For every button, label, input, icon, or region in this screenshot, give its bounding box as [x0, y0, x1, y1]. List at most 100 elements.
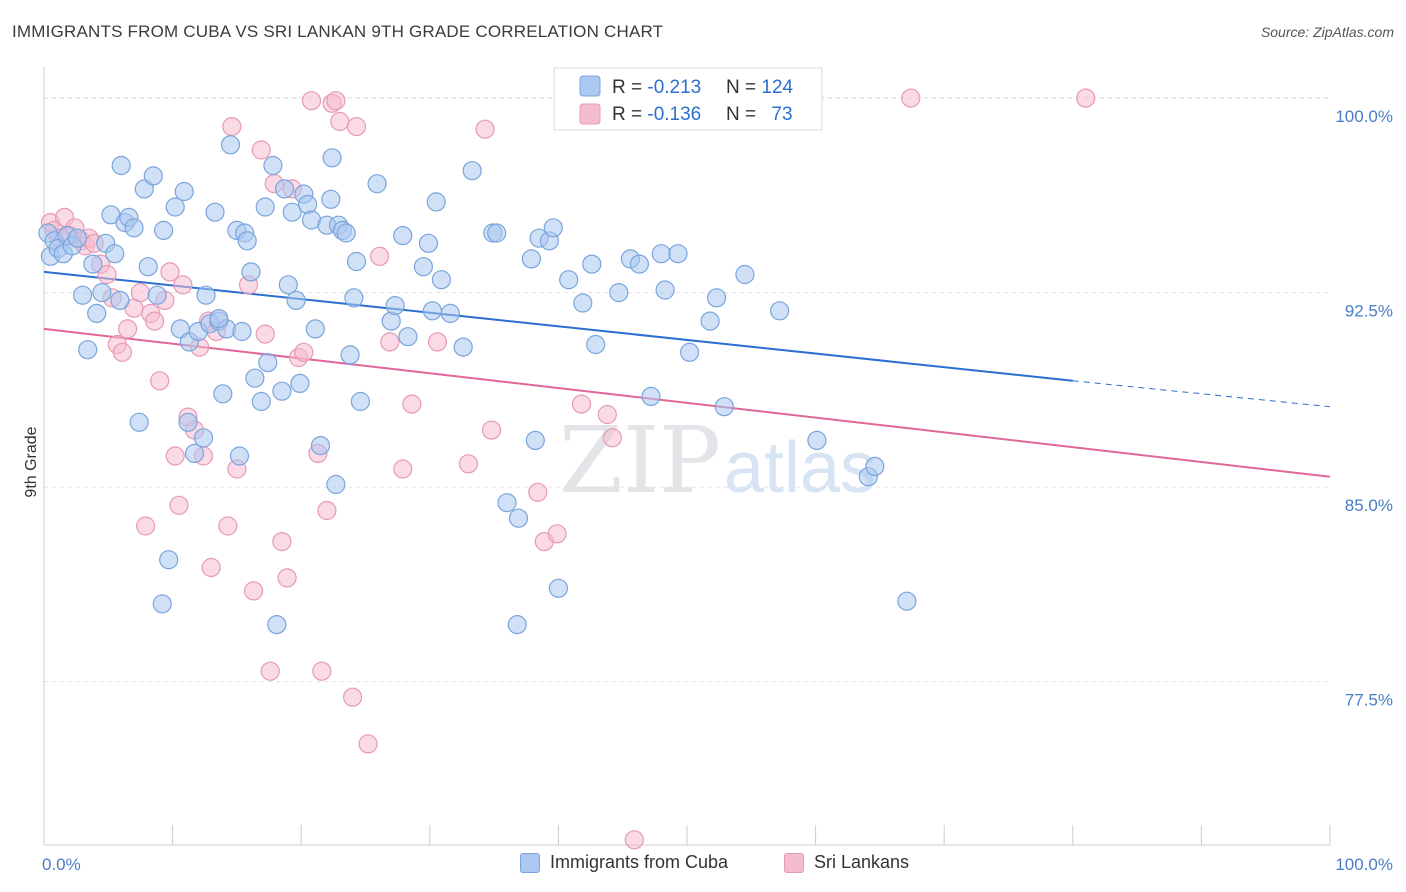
srilankan-point-41	[260, 661, 280, 681]
cuba-point-72	[350, 391, 370, 412]
srilankan-point-70	[597, 404, 617, 425]
cuba-trend-line	[43, 270, 1073, 382]
srilankan-point-62	[427, 332, 448, 352]
cuba-point-30	[174, 181, 194, 202]
srilankan-trend-line	[43, 327, 1331, 478]
cuba-point-94	[543, 218, 563, 238]
cuba-point-95	[548, 578, 569, 598]
cuba-point-10	[83, 254, 103, 274]
cuba-point-48	[251, 391, 271, 412]
srilankan-point-55	[343, 687, 363, 707]
srilankan-point-63	[458, 454, 478, 474]
srilankan-point-68	[547, 524, 567, 544]
cuba-point-8	[72, 285, 93, 305]
cuba-point-120	[178, 412, 198, 432]
srilankan-point-60	[393, 459, 413, 479]
srilankan-point-47	[294, 342, 314, 362]
srilankan-point-40	[255, 324, 275, 344]
cuba-point-106	[668, 244, 688, 264]
srilankan-point-11	[97, 264, 117, 285]
bottom-legend-swatch-srilankans	[784, 852, 804, 873]
cuba-point-22	[138, 257, 158, 277]
legend-pink-r-value: -0.136	[647, 104, 701, 125]
legend-blue-r-value: -0.213	[647, 77, 701, 98]
srilankan-point-35	[222, 116, 242, 137]
cuba-point-71	[344, 288, 364, 308]
cuba-point-25	[152, 594, 172, 614]
trend-lines	[43, 270, 1331, 478]
legend-pink-n-value: 73	[771, 104, 792, 125]
cuba-point-117	[209, 309, 229, 329]
cuba-point-80	[422, 301, 442, 321]
cuba-trend-extension	[1072, 380, 1331, 408]
y-tick-label-0: 100.0%	[1335, 107, 1393, 126]
cuba-point-11	[87, 303, 107, 323]
cuba-point-55	[278, 275, 298, 295]
svg-text:R = -0.136: R = -0.136	[612, 104, 701, 125]
cuba-point-115	[865, 456, 885, 476]
cuba-point-104	[651, 244, 671, 264]
cuba-point-39	[213, 384, 233, 404]
srilankan-point-66	[528, 482, 548, 502]
cuba-point-21	[134, 179, 154, 199]
cuba-point-16	[111, 155, 131, 176]
cuba-point-73	[367, 174, 387, 194]
watermark-zip: ZIP	[559, 407, 721, 514]
cuba-point-113	[807, 430, 827, 450]
watermark-atlas: atlas	[724, 428, 876, 508]
srilankan-point-51	[317, 500, 337, 521]
cuba-point-118	[346, 251, 367, 272]
cuba-point-9	[78, 340, 98, 360]
srilankan-point-21	[150, 371, 170, 391]
cuba-point-84	[453, 337, 473, 357]
srilankan-point-34	[218, 516, 238, 536]
cuba-point-105	[655, 280, 675, 300]
srilankan-point-64	[475, 119, 495, 139]
cuba-point-112	[769, 301, 790, 321]
bottom-legend-swatch-cuba	[520, 852, 540, 873]
cuba-point-20	[129, 412, 149, 432]
srilankan-point-53	[326, 91, 346, 111]
cuba-point-47	[245, 368, 265, 388]
srilankan-point-26	[173, 275, 193, 295]
cuba-point-15	[105, 244, 125, 264]
cuba-point-102	[629, 254, 650, 274]
srilankan-point-72	[624, 830, 644, 850]
cuba-point-56	[282, 202, 302, 222]
source-label: Source: ZipAtlas.com	[1260, 24, 1394, 40]
cuba-point-90	[508, 508, 529, 528]
cuba-point-78	[413, 257, 433, 277]
srilankan-point-69	[571, 394, 592, 414]
axes	[43, 67, 1331, 846]
cuba-point-54	[274, 179, 295, 199]
cuba-point-79	[418, 233, 439, 253]
srilankan-point-50	[312, 661, 332, 681]
legend-pink-n-label: N =	[726, 104, 761, 125]
srilankan-point-38	[244, 581, 264, 601]
y-tick-label-1: 92.5%	[1345, 302, 1393, 321]
cuba-point-34	[193, 428, 214, 448]
cuba-point-110	[714, 397, 734, 417]
chart-title: IMMIGRANTS FROM CUBA VS SRI LANKAN 9TH G…	[12, 22, 664, 41]
y-tick-label-2: 85.0%	[1345, 496, 1393, 515]
cuba-point-116	[897, 591, 917, 611]
cuba-point-12	[92, 283, 112, 303]
data-points	[38, 88, 1096, 850]
cuba-point-75	[385, 296, 405, 316]
srilankan-point-24	[165, 446, 185, 466]
cuba-point-62	[305, 319, 325, 339]
cuba-point-65	[321, 189, 341, 209]
cuba-point-107	[679, 342, 700, 362]
cuba-point-103	[641, 386, 661, 406]
cuba-point-41	[220, 135, 241, 155]
top-legend: R = -0.213 N = 124 R = -0.136 N = 73	[553, 67, 823, 131]
bottom-legend: Immigrants from Cuba Sri Lankans	[0, 852, 1406, 878]
cuba-point-45	[237, 231, 257, 251]
srilankan-point-58	[370, 246, 390, 266]
cuba-point-35	[196, 285, 216, 305]
tick-labels: 100.0% 92.5% 85.0% 77.5% 0.0% 100.0%	[42, 107, 1393, 874]
srilankan-point-65	[481, 420, 502, 440]
cuba-point-23	[143, 166, 163, 186]
watermark: ZIP atlas	[559, 407, 876, 514]
cuba-point-46	[241, 262, 261, 282]
